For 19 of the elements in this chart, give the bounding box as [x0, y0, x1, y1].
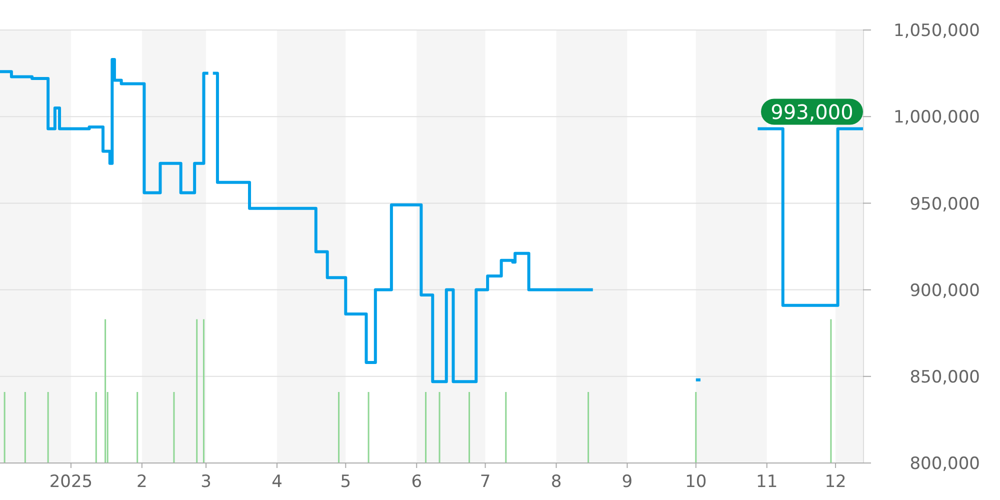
x-tick-label: 4	[272, 472, 282, 492]
x-tick-label: 2025	[49, 472, 93, 492]
y-tick-label: 950,000	[910, 194, 980, 214]
y-tick-label: 1,000,000	[893, 108, 980, 128]
x-tick-label: 10	[685, 472, 707, 492]
x-tick-label: 7	[480, 472, 491, 492]
x-tick-label: 2	[136, 472, 148, 492]
y-tick-label: 900,000	[910, 280, 980, 301]
y-tick-label: 800,000	[910, 454, 980, 474]
x-tick-label: 3	[200, 472, 212, 492]
x-tick-label: 6	[411, 472, 422, 492]
y-tick-label: 850,000	[910, 368, 980, 388]
x-tick-label: 5	[340, 472, 352, 492]
x-tick-label: 12	[824, 472, 846, 492]
y-tick-label: 1,050,000	[893, 21, 980, 42]
x-tick-label: 9	[622, 472, 633, 492]
x-tick-label: 8	[550, 472, 562, 492]
annotation: 993,000	[770, 100, 854, 124]
x-tick-label: 11	[756, 472, 778, 492]
